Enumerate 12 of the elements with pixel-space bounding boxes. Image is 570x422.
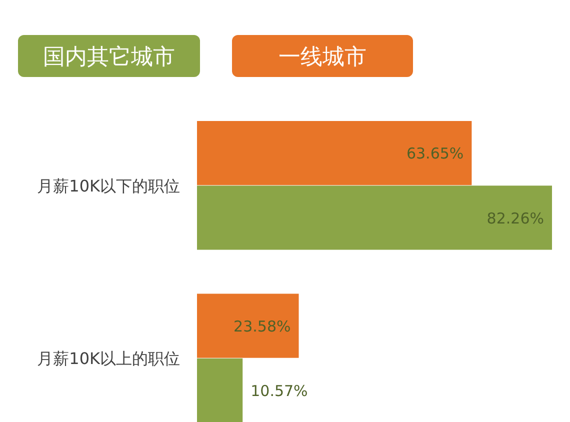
text: 国内其它城市 <box>43 44 175 70</box>
y-tick-label: 月薪10K以上的职位 <box>37 349 180 368</box>
bar <box>197 121 472 186</box>
data-label: 82.26% <box>486 209 544 228</box>
data-label: 10.57% <box>250 382 308 400</box>
bar <box>197 358 243 422</box>
bar <box>197 186 552 250</box>
data-label: 23.58% <box>234 317 291 336</box>
data-label: 63.65% <box>406 144 464 163</box>
bar <box>197 294 299 358</box>
y-tick-label: 月薪10K以下的职位 <box>37 176 180 196</box>
text: 一线城市 <box>278 44 366 70</box>
